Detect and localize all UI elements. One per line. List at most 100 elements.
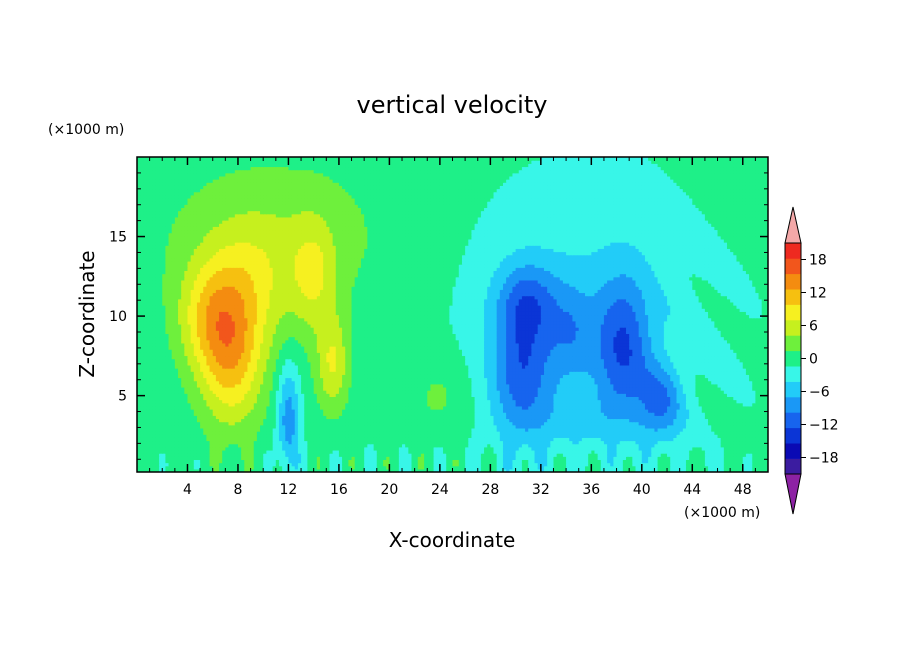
field-cell <box>461 393 466 397</box>
field-cell <box>420 449 425 454</box>
field-cell <box>531 462 536 467</box>
field-cell <box>651 402 656 407</box>
field-cell <box>439 434 444 438</box>
field-cell <box>181 396 185 401</box>
field-cell <box>569 402 573 407</box>
field-cell <box>733 446 738 451</box>
field-cell <box>291 434 296 438</box>
field-cell <box>335 443 340 448</box>
field-cell <box>351 443 356 448</box>
field-cell <box>619 421 624 426</box>
field-cell <box>635 396 640 401</box>
field-cell <box>502 431 507 435</box>
field-cell <box>638 459 643 464</box>
field-cell <box>701 456 706 460</box>
field-cell <box>484 443 488 448</box>
field-cell <box>648 443 652 448</box>
field-cell <box>603 424 608 429</box>
field-cell <box>543 427 548 432</box>
field-cell <box>515 405 520 410</box>
field-cell <box>578 465 583 470</box>
field-cell <box>234 399 239 404</box>
field-cell <box>215 468 220 472</box>
field-cell <box>692 405 697 410</box>
field-cell <box>446 440 450 445</box>
field-cell <box>329 399 334 404</box>
field-cell <box>518 402 523 407</box>
field-cell <box>282 462 286 467</box>
field-cell <box>162 393 166 397</box>
field-cell <box>310 409 315 413</box>
field-cell <box>670 424 674 429</box>
field-cell <box>373 393 378 397</box>
field-cell <box>162 431 166 435</box>
field-cell <box>490 443 495 448</box>
field-cell <box>591 449 596 454</box>
field-cell <box>234 418 239 423</box>
field-cell <box>250 465 255 470</box>
field-cell <box>465 431 469 435</box>
field-cell <box>152 399 157 404</box>
field-cell <box>446 393 450 397</box>
field-cell <box>278 437 283 442</box>
field-cell <box>701 453 706 457</box>
field-cell <box>159 462 163 467</box>
field-cell <box>610 431 614 435</box>
field-cell <box>253 431 258 435</box>
field-cell <box>168 453 173 457</box>
field-cell <box>357 396 362 401</box>
field-cell <box>607 434 611 438</box>
field-cell <box>316 462 321 467</box>
field-cell <box>761 399 766 404</box>
field-cell <box>162 462 166 467</box>
field-cell <box>228 399 233 404</box>
field-cell <box>610 409 614 413</box>
field-cell <box>370 443 375 448</box>
field-cell <box>234 468 239 472</box>
field-cell <box>644 431 649 435</box>
field-cell <box>152 412 157 416</box>
field-cell <box>493 456 498 460</box>
field-cell <box>616 443 621 448</box>
field-cell <box>424 399 428 404</box>
field-cell <box>162 449 166 454</box>
field-cell <box>326 424 331 429</box>
field-cell <box>313 459 318 464</box>
field-cell <box>367 449 372 454</box>
field-cell <box>509 421 514 426</box>
field-cell <box>379 434 384 438</box>
field-cell <box>162 399 166 404</box>
field-cell <box>272 456 277 460</box>
field-cell <box>190 456 195 460</box>
field-cell <box>465 434 469 438</box>
field-cell <box>585 396 589 401</box>
field-cell <box>502 415 507 420</box>
field-cell <box>269 393 274 397</box>
field-cell <box>228 402 233 407</box>
field-cell <box>219 443 223 448</box>
field-cell <box>275 456 280 460</box>
field-cell <box>234 427 239 432</box>
field-cell <box>307 449 312 454</box>
field-cell <box>241 396 245 401</box>
field-cell <box>711 415 715 420</box>
field-cell <box>433 412 438 416</box>
field-cell <box>758 409 763 413</box>
field-cell <box>278 462 283 467</box>
field-cell <box>506 468 510 472</box>
field-cell <box>745 402 750 407</box>
field-cell <box>581 446 586 451</box>
field-cell <box>250 393 255 397</box>
field-cell <box>682 437 687 442</box>
field-cell <box>531 453 536 457</box>
field-cell <box>635 402 640 407</box>
field-cell <box>490 421 495 426</box>
field-cell <box>203 440 207 445</box>
field-cell <box>572 427 577 432</box>
field-cell <box>607 424 611 429</box>
field-cell <box>376 427 381 432</box>
field-cell <box>603 396 608 401</box>
field-cell <box>720 440 725 445</box>
field-cell <box>402 434 406 438</box>
field-cell <box>414 418 419 423</box>
